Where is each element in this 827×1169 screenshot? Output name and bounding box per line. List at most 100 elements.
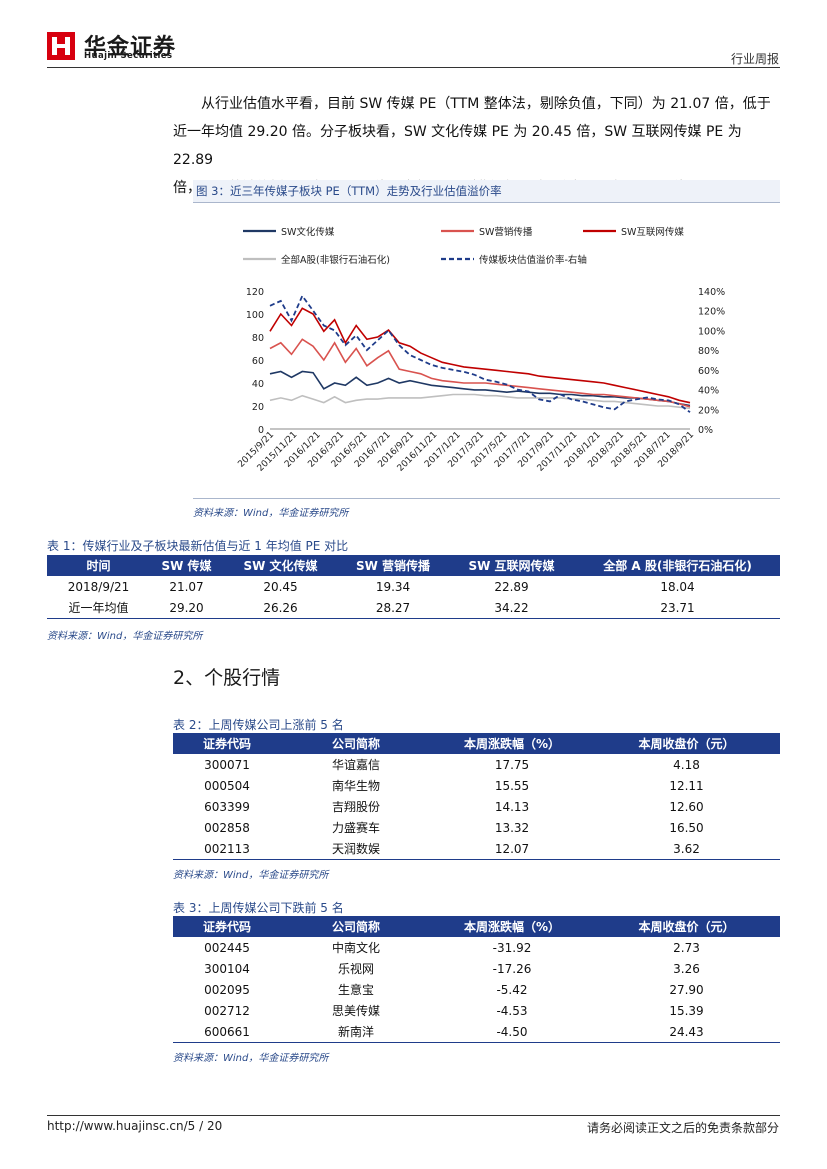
y-left-tick-label: 80: [252, 333, 264, 344]
column-header: 全部 A 股(非银行石油石化): [575, 555, 780, 576]
column-header: SW 互联网传媒: [448, 555, 575, 576]
table-row: 300071 华谊嘉信 17.75 4.18: [173, 754, 780, 775]
y-left-tick-label: 60: [252, 356, 264, 367]
table-cell: 000504: [204, 778, 250, 793]
paragraph-line: 从行业估值水平看，目前 SW 传媒 PE（TTM 整体法，剔除负值，下同）为 2…: [201, 96, 771, 112]
y-left-tick-label: 0: [258, 425, 264, 436]
table-cell: 3.26: [673, 961, 700, 976]
top-losers-table: 证券代码 公司简称 本周涨跌幅（%） 本周收盘价（元） 002445 中南文化 -31.92…: [173, 916, 780, 1043]
table-cell: 29.20: [150, 597, 223, 619]
table-row: 002712 思美传媒 -4.53 15.39: [173, 1000, 780, 1021]
table-cell: 17.75: [494, 757, 530, 772]
table-cell: 23.71: [575, 597, 780, 619]
table-row: 300104 乐视网 -17.26 3.26: [173, 958, 780, 979]
column-header: 本周收盘价（元）: [593, 916, 780, 937]
y-left-tick-label: 20: [252, 402, 264, 413]
y-right-tick-label: 100%: [698, 326, 725, 337]
table-row: 000504 南华生物 15.55 12.11: [173, 775, 780, 796]
table-cell: 12.60: [669, 799, 704, 814]
table-cell: 14.13: [494, 799, 530, 814]
legend-label: SW互联网传媒: [621, 226, 684, 238]
y-right-tick-label: 60%: [698, 366, 719, 377]
column-header: 时间: [47, 555, 150, 576]
column-header: 公司简称: [281, 916, 431, 937]
legend-label: SW营销传播: [479, 226, 533, 238]
table-cell: 15.55: [494, 778, 530, 793]
series-line: [269, 338, 691, 408]
column-header: 本周收盘价（元）: [593, 733, 780, 754]
table-cell: 300071: [204, 757, 250, 772]
brand-name-cn: 华金证券: [84, 35, 177, 60]
table-cell: 21.07: [169, 579, 204, 594]
table-cell: 300104: [204, 961, 250, 976]
legend-label: SW文化传媒: [281, 226, 335, 238]
table-cell: 12.07: [431, 838, 593, 860]
table-cell: 26.26: [223, 597, 338, 619]
table-cell: -5.42: [496, 982, 528, 997]
table-cell: 乐视网: [337, 962, 374, 976]
column-header: 本周涨跌幅（%）: [431, 916, 593, 937]
table-cell: 28.27: [338, 597, 448, 619]
table-cell: 中南文化: [331, 941, 380, 955]
series-line: [269, 307, 691, 404]
y-right-tick-label: 40%: [698, 386, 719, 397]
table-cell: 2018/9/21: [67, 579, 130, 594]
y-left-tick-label: 100: [246, 310, 264, 321]
column-header: SW 文化传媒: [223, 555, 338, 576]
table-cell: 16.50: [669, 820, 704, 835]
series-line: [269, 393, 691, 410]
table-cell: 18.04: [660, 579, 695, 594]
table-cell: -31.92: [492, 940, 532, 955]
table-cell: 002095: [204, 982, 250, 997]
report-type: 行业周报: [730, 52, 779, 66]
figure-caption: 图 3：近三年传媒子板块 PE（TTM）走势及行业估值溢价率: [193, 180, 780, 203]
header-divider: [47, 67, 780, 68]
valuation-table: 时间 SW 传媒 SW 文化传媒 SW 营销传播 SW 互联网传媒 全部 A 股(非银行石…: [47, 555, 780, 619]
footer-url-page: http://www.huajinsc.cn/5 / 20: [47, 1119, 223, 1133]
y-right-tick-label: 120%: [698, 307, 725, 318]
y-right-tick-label: 20%: [698, 405, 719, 416]
table-cell: 603399: [204, 799, 250, 814]
table-row: 603399 吉翔股份 14.13 12.60: [173, 796, 780, 817]
table-cell: 13.32: [494, 820, 530, 835]
table-row: 002858 力盛赛车 13.32 16.50: [173, 817, 780, 838]
table-cell: 天润数娱: [281, 838, 431, 860]
figure-source: 资料来源：Wind，华金证券研究所: [193, 508, 349, 519]
table-cell: 002712: [204, 1003, 250, 1018]
table-cell: 新南洋: [281, 1021, 431, 1043]
table-cell: 华谊嘉信: [331, 758, 380, 772]
brand-logo-icon: [47, 32, 75, 60]
table-row: 002113 天润数娱 12.07 3.62: [173, 838, 780, 860]
legend-label: 全部A股(非银行石油石化): [281, 254, 390, 266]
table-cell: 12.11: [669, 778, 704, 793]
table-cell: -17.26: [492, 961, 532, 976]
footer-divider: [47, 1115, 780, 1116]
table-cell: 4.18: [673, 757, 700, 772]
series-line: [269, 370, 691, 407]
column-header: 公司简称: [281, 733, 431, 754]
column-header: 证券代码: [173, 916, 281, 937]
table1-source: 资料来源：Wind，华金证券研究所: [47, 631, 203, 642]
table-cell: 思美传媒: [331, 1004, 380, 1018]
table-cell: 22.89: [494, 579, 529, 594]
footer-disclaimer: 请务必阅读正文之后的免责条款部分: [586, 1121, 779, 1135]
table-cell: 力盛赛车: [331, 821, 380, 835]
table-cell: 2.73: [673, 940, 700, 955]
table-row: 近一年均值 29.20 26.26 28.27 34.22 23.71: [47, 597, 780, 619]
table1-caption: 表 1：传媒行业及子板块最新估值与近 1 年均值 PE 对比: [47, 539, 349, 553]
table-cell: 20.45: [263, 579, 298, 594]
y-right-tick-label: 0%: [698, 425, 713, 436]
table-cell: 生意宝: [337, 983, 374, 997]
table-row: 2018/9/21 21.07 20.45 19.34 22.89 18.04: [47, 576, 780, 597]
paragraph-line: 近一年均值 29.20 倍。分子板块看，SW 文化传媒 PE 为 20.45 倍…: [173, 124, 742, 168]
y-right-tick-label: 140%: [698, 287, 725, 298]
table-cell: 002858: [204, 820, 250, 835]
table2-source: 资料来源：Wind，华金证券研究所: [173, 870, 329, 881]
table-cell: 002445: [204, 940, 250, 955]
table-row: 002445 中南文化 -31.92 2.73: [173, 937, 780, 958]
table-cell: -4.50: [431, 1021, 593, 1043]
table-cell: 19.34: [375, 579, 411, 594]
table-cell: 15.39: [669, 1003, 704, 1018]
table-cell: 南华生物: [331, 779, 380, 793]
